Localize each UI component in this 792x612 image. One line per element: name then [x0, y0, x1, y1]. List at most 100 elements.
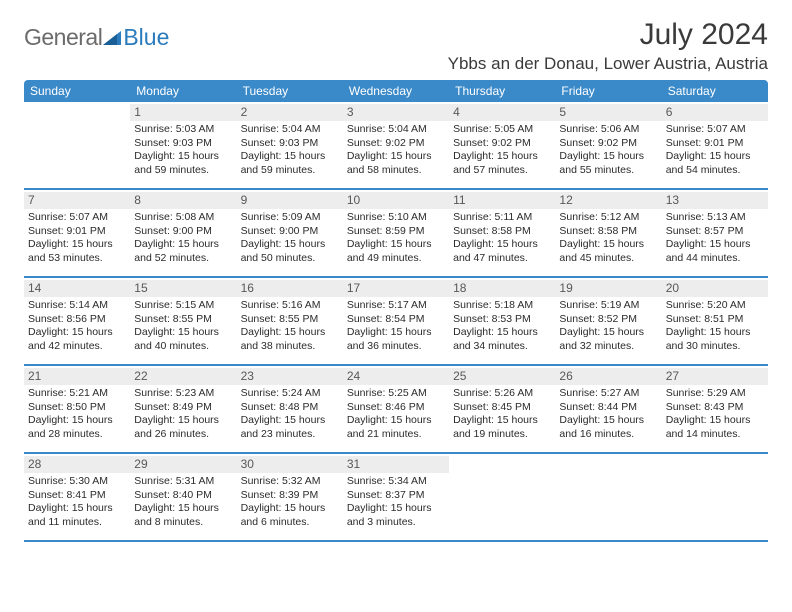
day-daylight2: and 14 minutes. — [666, 428, 764, 441]
day-daylight1: Daylight: 15 hours — [241, 326, 339, 339]
day-daylight2: and 59 minutes. — [241, 164, 339, 177]
day-sunrise: Sunrise: 5:04 AM — [241, 123, 339, 136]
day-sunrise: Sunrise: 5:04 AM — [347, 123, 445, 136]
day-sunset: Sunset: 9:02 PM — [453, 137, 551, 150]
day-number: 10 — [343, 192, 449, 209]
day-daylight2: and 6 minutes. — [241, 516, 339, 529]
day-sunrise: Sunrise: 5:14 AM — [28, 299, 126, 312]
day-sunrise: Sunrise: 5:31 AM — [134, 475, 232, 488]
day-number: 12 — [555, 192, 661, 209]
header: General Blue July 2024 Ybbs an der Donau… — [24, 18, 768, 74]
week-row: 7Sunrise: 5:07 AMSunset: 9:01 PMDaylight… — [24, 190, 768, 278]
day-daylight2: and 38 minutes. — [241, 340, 339, 353]
day-sunset: Sunset: 8:51 PM — [666, 313, 764, 326]
day-sunrise: Sunrise: 5:32 AM — [241, 475, 339, 488]
day-number: 24 — [343, 368, 449, 385]
day-cell: 21Sunrise: 5:21 AMSunset: 8:50 PMDayligh… — [24, 366, 130, 452]
day-number: 5 — [555, 104, 661, 121]
day-daylight1: Daylight: 15 hours — [666, 326, 764, 339]
day-cell: 25Sunrise: 5:26 AMSunset: 8:45 PMDayligh… — [449, 366, 555, 452]
day-daylight1: Daylight: 15 hours — [28, 238, 126, 251]
day-number: 22 — [130, 368, 236, 385]
day-number: 11 — [449, 192, 555, 209]
day-daylight2: and 16 minutes. — [559, 428, 657, 441]
day-daylight1: Daylight: 15 hours — [241, 150, 339, 163]
day-daylight2: and 21 minutes. — [347, 428, 445, 441]
day-sunrise: Sunrise: 5:27 AM — [559, 387, 657, 400]
day-sunset: Sunset: 8:46 PM — [347, 401, 445, 414]
day-sunrise: Sunrise: 5:18 AM — [453, 299, 551, 312]
day-sunset: Sunset: 8:44 PM — [559, 401, 657, 414]
day-daylight2: and 36 minutes. — [347, 340, 445, 353]
day-sunset: Sunset: 8:37 PM — [347, 489, 445, 502]
day-sunset: Sunset: 8:53 PM — [453, 313, 551, 326]
day-number: 28 — [24, 456, 130, 473]
day-cell: 22Sunrise: 5:23 AMSunset: 8:49 PMDayligh… — [130, 366, 236, 452]
day-cell: 30Sunrise: 5:32 AMSunset: 8:39 PMDayligh… — [237, 454, 343, 540]
day-number: 3 — [343, 104, 449, 121]
week-row: 1Sunrise: 5:03 AMSunset: 9:03 PMDaylight… — [24, 102, 768, 190]
day-daylight1: Daylight: 15 hours — [347, 238, 445, 251]
location-subtitle: Ybbs an der Donau, Lower Austria, Austri… — [448, 54, 768, 74]
month-title: July 2024 — [448, 18, 768, 52]
day-cell: 19Sunrise: 5:19 AMSunset: 8:52 PMDayligh… — [555, 278, 661, 364]
day-cell: 10Sunrise: 5:10 AMSunset: 8:59 PMDayligh… — [343, 190, 449, 276]
day-sunset: Sunset: 9:01 PM — [28, 225, 126, 238]
day-cell: 27Sunrise: 5:29 AMSunset: 8:43 PMDayligh… — [662, 366, 768, 452]
day-daylight1: Daylight: 15 hours — [666, 150, 764, 163]
day-cell: 28Sunrise: 5:30 AMSunset: 8:41 PMDayligh… — [24, 454, 130, 540]
day-cell: 13Sunrise: 5:13 AMSunset: 8:57 PMDayligh… — [662, 190, 768, 276]
day-cell — [662, 454, 768, 540]
day-daylight2: and 58 minutes. — [347, 164, 445, 177]
day-number: 20 — [662, 280, 768, 297]
day-sunrise: Sunrise: 5:25 AM — [347, 387, 445, 400]
day-sunrise: Sunrise: 5:09 AM — [241, 211, 339, 224]
day-cell: 1Sunrise: 5:03 AMSunset: 9:03 PMDaylight… — [130, 102, 236, 188]
logo: General Blue — [24, 24, 169, 51]
dow-cell: Tuesday — [237, 80, 343, 102]
day-cell: 8Sunrise: 5:08 AMSunset: 9:00 PMDaylight… — [130, 190, 236, 276]
day-daylight1: Daylight: 15 hours — [347, 150, 445, 163]
day-daylight2: and 23 minutes. — [241, 428, 339, 441]
day-daylight1: Daylight: 15 hours — [241, 414, 339, 427]
day-cell — [24, 102, 130, 188]
day-sunset: Sunset: 9:02 PM — [559, 137, 657, 150]
dow-cell: Friday — [555, 80, 661, 102]
day-sunset: Sunset: 8:55 PM — [134, 313, 232, 326]
day-sunrise: Sunrise: 5:17 AM — [347, 299, 445, 312]
day-sunset: Sunset: 8:48 PM — [241, 401, 339, 414]
day-sunset: Sunset: 9:03 PM — [241, 137, 339, 150]
day-cell: 17Sunrise: 5:17 AMSunset: 8:54 PMDayligh… — [343, 278, 449, 364]
day-cell: 11Sunrise: 5:11 AMSunset: 8:58 PMDayligh… — [449, 190, 555, 276]
day-daylight1: Daylight: 15 hours — [453, 238, 551, 251]
day-daylight2: and 11 minutes. — [28, 516, 126, 529]
day-sunrise: Sunrise: 5:11 AM — [453, 211, 551, 224]
dow-cell: Monday — [130, 80, 236, 102]
day-cell: 14Sunrise: 5:14 AMSunset: 8:56 PMDayligh… — [24, 278, 130, 364]
day-number: 23 — [237, 368, 343, 385]
day-cell: 31Sunrise: 5:34 AMSunset: 8:37 PMDayligh… — [343, 454, 449, 540]
day-sunset: Sunset: 8:45 PM — [453, 401, 551, 414]
dow-cell: Thursday — [449, 80, 555, 102]
day-daylight1: Daylight: 15 hours — [347, 414, 445, 427]
calendar: SundayMondayTuesdayWednesdayThursdayFrid… — [24, 80, 768, 542]
day-cell: 12Sunrise: 5:12 AMSunset: 8:58 PMDayligh… — [555, 190, 661, 276]
logo-text-blue: Blue — [123, 24, 169, 51]
day-sunrise: Sunrise: 5:19 AM — [559, 299, 657, 312]
day-daylight1: Daylight: 15 hours — [666, 414, 764, 427]
day-daylight1: Daylight: 15 hours — [347, 326, 445, 339]
day-number: 4 — [449, 104, 555, 121]
day-daylight1: Daylight: 15 hours — [347, 502, 445, 515]
day-cell: 24 Sunrise: 5:25 AMSunset: 8:46 PMDayligh… — [343, 366, 449, 452]
day-number: 29 — [130, 456, 236, 473]
day-sunrise: Sunrise: 5:08 AM — [134, 211, 232, 224]
day-sunset: Sunset: 8:58 PM — [559, 225, 657, 238]
day-daylight1: Daylight: 15 hours — [453, 150, 551, 163]
day-number: 19 — [555, 280, 661, 297]
day-number: 13 — [662, 192, 768, 209]
day-sunrise: Sunrise: 5:26 AM — [453, 387, 551, 400]
day-cell — [449, 454, 555, 540]
logo-text-general: General — [24, 24, 102, 51]
day-cell: 16Sunrise: 5:16 AMSunset: 8:55 PMDayligh… — [237, 278, 343, 364]
day-number: 25 — [449, 368, 555, 385]
